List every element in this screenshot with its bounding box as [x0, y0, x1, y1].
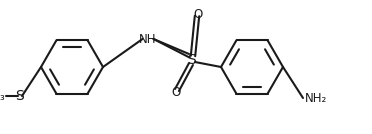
Text: O: O: [171, 85, 181, 98]
Text: NH₂: NH₂: [305, 92, 327, 105]
Text: O: O: [193, 8, 203, 21]
Text: CH₃: CH₃: [0, 90, 5, 103]
Text: NH: NH: [139, 33, 157, 46]
Text: S: S: [16, 89, 25, 103]
Text: S: S: [187, 53, 196, 67]
